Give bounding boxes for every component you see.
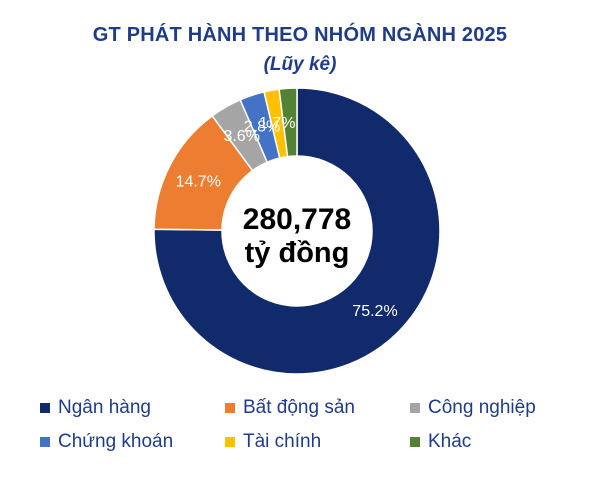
legend-item-ngan-hang: Ngân hàng [40,394,225,422]
chart-legend: Ngân hàng Bất động sản Công nghiệp Chứng kh… [40,394,600,456]
center-total-unit: tỷ đồng [245,237,350,269]
data-label-cong-nghiep: 3.6% [223,128,259,145]
legend-item-tai-chinh: Tài chính [225,428,410,456]
legend-swatch [410,437,420,447]
legend-swatch [225,403,235,413]
center-total-value: 280,778 [243,203,351,236]
data-label-chung-khoan: 2.8% [244,119,280,136]
chart-title: GT PHÁT HÀNH THEO NHÓM NGÀNH 2025 [92,24,508,46]
slice-ngan-hang [153,87,441,375]
legend-label: Ngân hàng [58,397,151,418]
data-label-ngan-hang: 75.2% [352,303,397,320]
slice-khac [278,87,298,158]
legend-label: Chứng khoán [58,431,174,452]
legend-label: Bất động sản [243,397,355,418]
data-label-bat-dong-san: 14.7% [176,173,221,190]
chart-subtitle: (Lũy kê) [263,54,337,75]
legend-item-chung-khoan: Chứng khoán [40,428,225,456]
legend-item-cong-nghiep: Công nghiệp [410,394,590,422]
legend-swatch [40,437,50,447]
legend-swatch [225,437,235,447]
legend-label: Công nghiệp [428,397,536,418]
legend-label: Tài chính [243,431,322,452]
legend-item-khac: Khác [410,428,590,456]
legend-item-bat-dong-san: Bất động sản [225,394,410,422]
legend-swatch [410,403,420,413]
data-label-tai-chinh: 1.7% [259,115,295,132]
legend-swatch [40,403,50,413]
legend-label: Khác [428,431,472,452]
